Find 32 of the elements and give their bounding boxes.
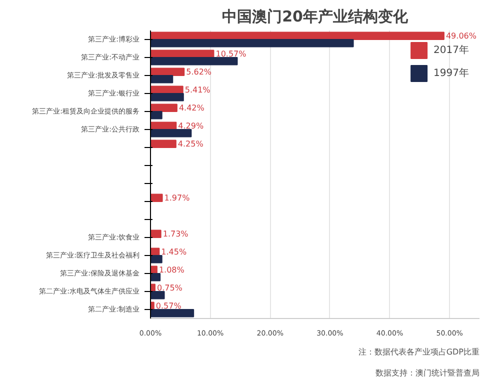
data-label: 5.41%: [184, 85, 211, 94]
bar: [150, 57, 238, 66]
data-label: 1.45%: [161, 247, 187, 256]
data-label: 1.97%: [164, 193, 190, 202]
bar: [150, 75, 174, 84]
text: 数据支持：澳门统计暨普查局: [376, 368, 480, 378]
data-label: 1.73%: [162, 229, 189, 238]
chart-title: 中国澳门20年产业结构变化: [222, 8, 409, 26]
legend-label: 1997年: [434, 67, 469, 80]
bar: [150, 291, 165, 300]
data-label: 10.57%: [216, 49, 247, 58]
data-label: 0.57%: [156, 301, 182, 310]
bar: [150, 104, 178, 112]
bar: [150, 273, 161, 282]
bar: [150, 111, 162, 120]
bar: [150, 309, 194, 318]
data-label: 5.62%: [186, 67, 212, 76]
text: 注：数据代表各产业项占GDP比重: [358, 348, 480, 356]
data-label: 0.75%: [156, 283, 183, 292]
bar: [150, 140, 176, 148]
bar: [150, 194, 163, 202]
data-label: 1.08%: [158, 265, 185, 274]
bar: [150, 255, 162, 264]
data-label: 49.06%: [446, 31, 477, 40]
bar: [150, 93, 184, 102]
legend-label: 2017年: [434, 44, 469, 57]
bar: [150, 230, 162, 238]
bar: [150, 39, 354, 48]
data-label: 4.25%: [178, 139, 204, 148]
bar: [150, 129, 192, 138]
data-label: 4.42%: [178, 103, 205, 112]
data-label: 4.29%: [178, 121, 204, 130]
